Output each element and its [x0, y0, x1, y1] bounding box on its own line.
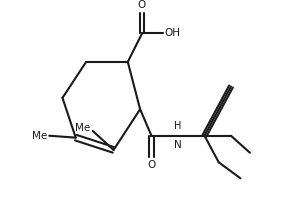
Text: Me: Me — [75, 123, 90, 133]
Text: OH: OH — [165, 28, 181, 39]
Text: N: N — [174, 140, 182, 150]
Text: Me: Me — [32, 131, 47, 141]
Text: O: O — [147, 160, 156, 170]
Text: H: H — [174, 121, 182, 131]
Text: O: O — [138, 0, 146, 10]
